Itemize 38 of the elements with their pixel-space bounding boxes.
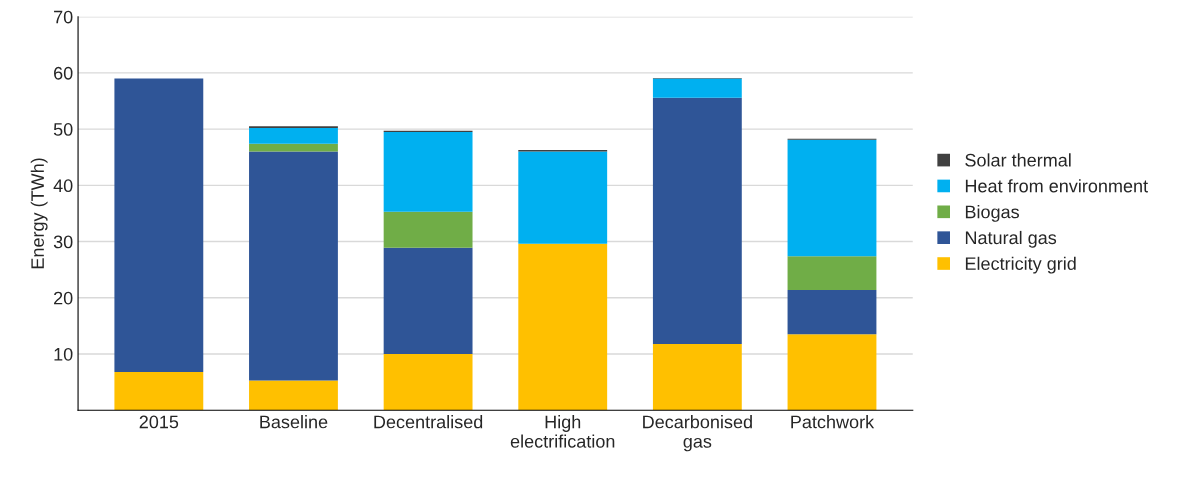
legend-label: Heat from environment: [965, 179, 1148, 193]
bar: [249, 128, 338, 144]
bar: [518, 151, 608, 244]
bar: [787, 334, 877, 411]
bar: [383, 247, 473, 354]
bar: [787, 289, 877, 335]
bar: [383, 354, 473, 411]
y-axis-title: Energy (TWh): [30, 158, 48, 269]
x-tick-label: Patchwork: [791, 415, 875, 429]
y-tick-label: 70: [54, 10, 73, 24]
bar: [114, 78, 204, 372]
y-tick-label: 60: [54, 66, 73, 80]
y-tick-label: 50: [53, 123, 73, 136]
x-tick-label: 2015: [139, 415, 179, 429]
x-tick-label: Baseline: [260, 415, 328, 429]
bar: [652, 343, 742, 411]
x-tick-label: Decarbonised gas: [643, 415, 752, 452]
bar: [249, 380, 338, 411]
bar: [652, 78, 742, 98]
bar: [787, 256, 877, 290]
bar: [383, 211, 473, 248]
x-tick-label: Decentralised: [374, 415, 483, 429]
bar: [114, 371, 204, 411]
y-tick-label: 40: [53, 179, 73, 193]
legend-label: Solar thermal: [965, 153, 1071, 167]
legend-label: Biogas: [965, 205, 1019, 222]
legend-label: Natural gas: [965, 230, 1057, 248]
bar: [787, 139, 877, 257]
bar: [652, 97, 742, 344]
bar: [518, 243, 608, 411]
y-tick-label: 30: [53, 235, 73, 249]
legend-label: Electricity grid: [965, 256, 1076, 274]
bar: [383, 131, 473, 212]
bar: [249, 143, 338, 152]
y-tick-label: 20: [54, 291, 73, 305]
bar: [249, 151, 338, 381]
y-tick-label: 10: [54, 347, 73, 361]
x-tick-label: High electrification: [510, 415, 615, 448]
